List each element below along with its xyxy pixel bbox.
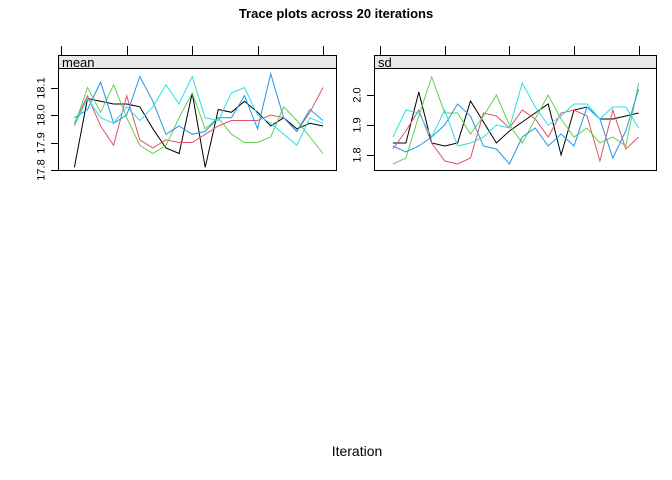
y-tick-label: 2.0 (351, 87, 364, 103)
trace-line-mean-series-black (73, 92, 324, 168)
trace-line-sd-series-green (392, 75, 640, 165)
panel-strip-mean (58, 55, 337, 69)
plot-title: Trace plots across 20 iterations (238, 6, 434, 21)
panel-border-mean (58, 68, 337, 171)
y-tick-label: 18.1 (35, 77, 48, 99)
strip-label-sd: sd (378, 55, 392, 70)
panel-border-sd (374, 68, 657, 171)
trace-line-mean-series-red (73, 87, 324, 149)
strip-label-mean: mean (62, 55, 95, 70)
y-tick-label: 17.8 (35, 159, 48, 181)
y-tick-label: 18.0 (35, 104, 48, 126)
trace-line-mean-series-blue (74, 71, 324, 136)
y-tick-label: 1.9 (351, 117, 364, 133)
x-axis-label: Iteration (331, 443, 383, 459)
y-tick-label: 17.9 (35, 132, 48, 154)
trace-line-sd-series-cyan (392, 81, 640, 147)
y-tick-label: 1.8 (351, 147, 364, 163)
trace-line-mean-series-cyan (73, 75, 324, 147)
trace-line-sd-series-red (392, 108, 640, 165)
panel-strip-sd (374, 55, 657, 69)
